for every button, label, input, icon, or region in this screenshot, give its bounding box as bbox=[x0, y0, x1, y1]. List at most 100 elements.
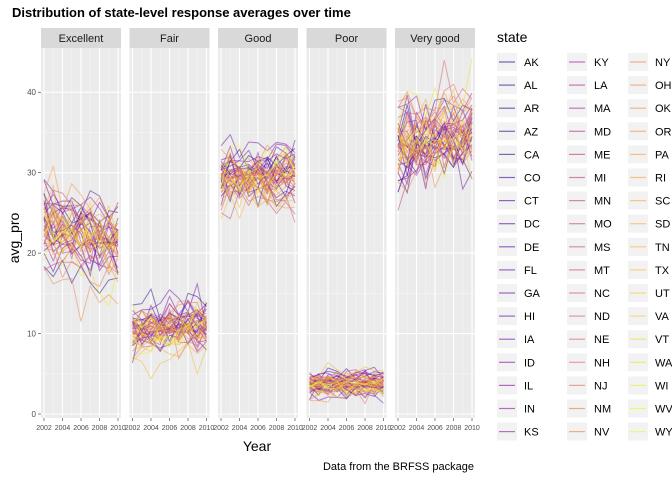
legend-label: AR bbox=[524, 103, 539, 115]
legend-item-ar: AR bbox=[497, 99, 539, 118]
series-line-wy-excellent bbox=[43, 216, 119, 256]
legend-label: WV bbox=[655, 404, 672, 416]
x-tick-label: 2002 bbox=[302, 425, 318, 432]
series-line-nh-very-good bbox=[397, 83, 473, 132]
series-line-ri-poor bbox=[309, 374, 384, 388]
x-tick-label: 2010 bbox=[199, 425, 215, 432]
legend-item-wy: WY bbox=[628, 422, 672, 441]
legend-item-id: ID bbox=[497, 353, 535, 372]
legend-label: NV bbox=[594, 427, 610, 439]
facet-strip bbox=[306, 28, 387, 48]
series-line-wa-excellent bbox=[43, 199, 119, 252]
legend-item-ca: CA bbox=[497, 145, 540, 164]
facet-panel-fair: Fair 2002 2004 2006 2008 2010 bbox=[125, 28, 215, 432]
legend-item-sc: SC bbox=[628, 191, 670, 210]
legend-item-ma: MA bbox=[567, 99, 611, 118]
series-line-ut-excellent bbox=[43, 200, 119, 255]
x-tick-label: 2002 bbox=[36, 425, 52, 432]
y-axis: 0 10 20 30 40 bbox=[27, 88, 41, 419]
legend-label: ID bbox=[524, 357, 535, 369]
x-tick-label: 2008 bbox=[92, 425, 108, 432]
x-tick-label: 2008 bbox=[180, 425, 196, 432]
legend-item-ky: KY bbox=[567, 53, 609, 71]
series-line-nm-excellent bbox=[43, 248, 119, 288]
series-line-pa-excellent bbox=[43, 202, 119, 237]
legend-title: state bbox=[497, 29, 528, 45]
legend-item-ct: CT bbox=[497, 191, 539, 210]
series-line-wi-good bbox=[220, 153, 296, 191]
x-tick-label: 2010 bbox=[287, 425, 303, 432]
x-tick-label: 2004 bbox=[232, 425, 248, 432]
legend-item-oh: OH bbox=[628, 76, 672, 95]
facet-strip bbox=[129, 28, 210, 48]
series-line-ny-very-good bbox=[397, 95, 473, 127]
legend-label: AK bbox=[524, 57, 539, 69]
facet-strip-label: Fair bbox=[160, 33, 179, 45]
legend-item-nj: NJ bbox=[567, 376, 607, 395]
series-line-wy-fair bbox=[132, 320, 207, 355]
series-line-wa-fair bbox=[132, 304, 207, 333]
legend-item-co: CO bbox=[497, 168, 541, 187]
series-line-ri-very-good bbox=[397, 90, 473, 136]
legend-label: CO bbox=[524, 173, 541, 185]
series-line-wa-poor bbox=[309, 378, 384, 396]
legend-label: DE bbox=[524, 242, 539, 254]
legend-label: CA bbox=[524, 149, 540, 161]
x-tick-label: 2006 bbox=[250, 425, 266, 432]
legend-label: TN bbox=[655, 242, 670, 254]
series-line-nd-excellent bbox=[43, 242, 119, 269]
series-line-wy-poor bbox=[309, 381, 384, 394]
x-tick-label: 2010 bbox=[376, 425, 392, 432]
series-line-pa-fair bbox=[132, 324, 207, 352]
series-lines bbox=[397, 58, 473, 211]
series-lines bbox=[309, 361, 384, 405]
series-line-wy-good bbox=[220, 145, 296, 186]
legend-item-md: MD bbox=[567, 122, 611, 141]
series-line-wi-excellent bbox=[43, 234, 119, 308]
legend-item-in: IN bbox=[497, 399, 535, 418]
legend-label: IN bbox=[524, 404, 535, 416]
series-line-sd-good bbox=[220, 166, 296, 207]
legend-label: IL bbox=[524, 380, 533, 392]
legend-item-dc: DC bbox=[497, 214, 540, 233]
legend-label: ME bbox=[594, 149, 611, 161]
legend-label: UT bbox=[655, 288, 670, 300]
legend-label: NM bbox=[594, 404, 611, 416]
x-tick-label: 2004 bbox=[320, 425, 336, 432]
series-line-va-fair bbox=[132, 301, 207, 342]
series-line-sd-very-good bbox=[397, 117, 473, 172]
x-tick-label: 2002 bbox=[213, 425, 229, 432]
legend-label: NJ bbox=[594, 380, 607, 392]
legend-item-ms: MS bbox=[567, 237, 611, 256]
series-line-nm-fair bbox=[132, 316, 207, 361]
legend-label: GA bbox=[524, 288, 541, 300]
legend-item-ne: NE bbox=[567, 330, 609, 349]
series-line-wa-good bbox=[220, 173, 296, 193]
legend-label: MI bbox=[594, 173, 606, 185]
series-line-mo-very-good bbox=[397, 111, 473, 150]
legend-item-mo: MO bbox=[567, 214, 612, 233]
legend-item-nm: NM bbox=[567, 399, 611, 418]
series-line-ri-fair bbox=[132, 309, 207, 342]
legend-label: LA bbox=[594, 80, 608, 92]
legend-item-or: OR bbox=[628, 122, 672, 141]
legend: state AK AL AR AZ CA CO CT DC DE FL GA HI IA ID IL IN KS… bbox=[497, 29, 672, 441]
legend-item-sd: SD bbox=[628, 214, 670, 233]
x-tick-label: 2008 bbox=[446, 425, 462, 432]
series-line-la-poor bbox=[309, 385, 384, 399]
legend-label: WA bbox=[655, 357, 672, 369]
legend-label: OK bbox=[655, 103, 672, 115]
facet-strip-label: Good bbox=[245, 33, 272, 45]
legend-label: NH bbox=[594, 357, 610, 369]
series-lines bbox=[220, 133, 296, 223]
series-line-wv-fair bbox=[132, 310, 207, 348]
series-line-ut-very-good bbox=[397, 104, 473, 137]
legend-item-me: ME bbox=[567, 145, 611, 164]
series-line-oh-excellent bbox=[43, 267, 119, 322]
x-tick-label: 2006 bbox=[73, 425, 89, 432]
legend-item-wa: WA bbox=[628, 353, 672, 372]
legend-label: WY bbox=[655, 427, 672, 439]
series-line-wy-very-good bbox=[397, 128, 473, 180]
